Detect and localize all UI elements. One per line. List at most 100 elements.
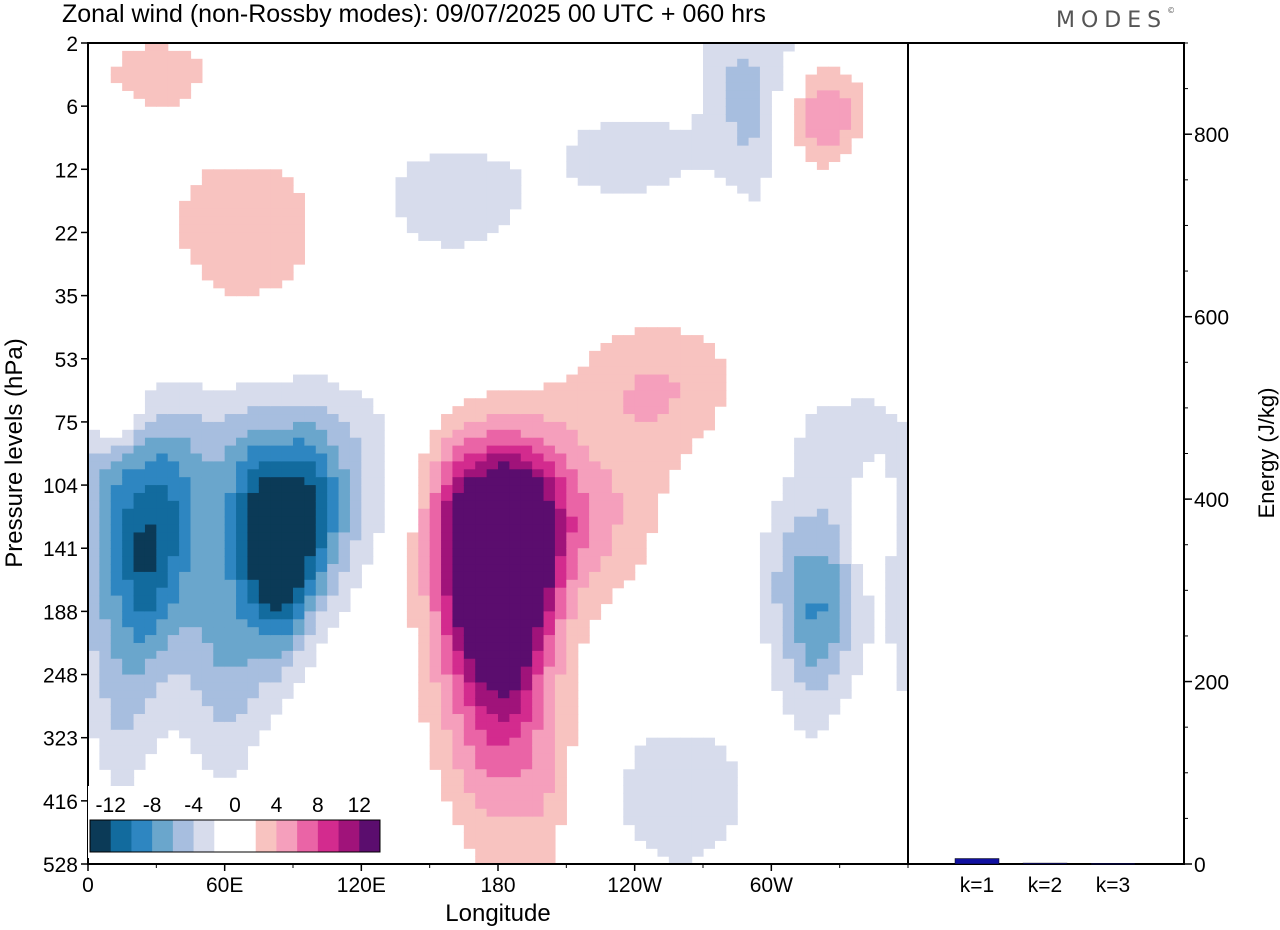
field-cell <box>646 453 659 462</box>
field-cell <box>486 492 499 502</box>
field-cell <box>566 548 579 557</box>
field-cell <box>224 737 237 747</box>
field-cell <box>349 524 362 534</box>
field-cell <box>554 611 567 620</box>
field-cell <box>463 745 476 755</box>
field-cell <box>554 642 567 652</box>
field-cell <box>452 177 465 186</box>
field-cell <box>179 603 192 612</box>
field-cell <box>828 524 841 534</box>
field-cell <box>520 595 533 605</box>
field-cell <box>122 58 135 68</box>
field-cell <box>828 429 841 439</box>
field-cell <box>213 690 226 699</box>
field-cell <box>327 571 340 581</box>
field-cell <box>885 603 898 612</box>
field-cell <box>486 777 499 786</box>
field-cell <box>281 564 294 573</box>
field-cell <box>532 461 545 470</box>
field-cell <box>463 398 476 407</box>
field-cell <box>577 627 590 636</box>
field-cell <box>338 398 351 407</box>
field-cell <box>714 777 727 786</box>
colorbar-swatch <box>276 820 298 852</box>
field-cell <box>133 571 146 581</box>
field-cell <box>543 816 556 826</box>
field-cell <box>236 248 249 257</box>
field-cell <box>828 74 841 84</box>
field-cell <box>224 619 237 628</box>
field-cell <box>566 714 579 723</box>
field-cell <box>213 414 226 423</box>
field-cell <box>532 445 545 455</box>
field-cell <box>88 469 100 478</box>
field-cell <box>748 90 761 99</box>
field-cell <box>520 540 533 549</box>
field-cell <box>475 721 488 731</box>
field-cell <box>623 808 636 818</box>
field-cell <box>554 745 567 755</box>
field-cell <box>201 492 214 502</box>
field-cell <box>122 603 135 612</box>
field-cell <box>110 635 123 644</box>
field-cell <box>543 390 556 399</box>
field-cell <box>429 579 442 589</box>
field-cell <box>851 121 864 131</box>
field-cell <box>429 627 442 636</box>
field-cell <box>144 721 157 731</box>
field-cell <box>349 429 362 439</box>
field-cell <box>224 429 237 439</box>
field-cell <box>816 666 829 676</box>
field-cell <box>759 153 772 163</box>
field-cell <box>418 169 431 178</box>
field-cell <box>201 224 214 234</box>
field-cell <box>703 737 715 747</box>
field-cell <box>281 232 294 241</box>
field-cell <box>816 500 829 510</box>
field-cell <box>99 595 112 605</box>
field-cell <box>691 824 704 834</box>
field-cell <box>828 98 841 107</box>
field-cell <box>532 824 545 834</box>
field-cell <box>554 524 567 534</box>
field-cell <box>896 516 908 526</box>
field-cell <box>668 374 681 384</box>
field-cell <box>201 437 214 447</box>
field-cell <box>851 571 864 581</box>
field-cell <box>258 477 271 486</box>
energy-tick-label: 200 <box>1194 672 1229 695</box>
field-cell <box>657 414 670 423</box>
field-cell <box>110 611 123 620</box>
field-cell <box>828 564 841 573</box>
field-cell <box>213 224 226 234</box>
field-cell <box>577 564 590 573</box>
field-cell <box>224 216 237 226</box>
field-cell <box>759 50 772 60</box>
field-cell <box>703 82 715 91</box>
field-cell <box>554 540 567 549</box>
field-cell <box>805 698 818 707</box>
field-cell <box>201 761 214 770</box>
field-cell <box>554 461 567 470</box>
field-cell <box>327 532 340 541</box>
field-cell <box>213 753 226 762</box>
field-cell <box>646 461 659 470</box>
field-cell <box>543 729 556 739</box>
field-cell <box>327 453 340 462</box>
field-cell <box>794 485 807 494</box>
field-cell <box>144 682 157 691</box>
field-cell <box>201 579 214 589</box>
field-cell <box>179 74 192 84</box>
field-cell <box>201 461 214 470</box>
field-cell <box>270 177 283 186</box>
field-cell <box>589 492 602 502</box>
field-cell <box>851 627 864 636</box>
field-cell <box>213 453 226 462</box>
field-cell <box>577 429 590 439</box>
field-cell <box>213 240 226 249</box>
field-cell <box>213 666 226 676</box>
field-cell <box>816 532 829 541</box>
field-cell <box>896 429 908 439</box>
field-cell <box>441 177 454 186</box>
field-cell <box>554 721 567 731</box>
